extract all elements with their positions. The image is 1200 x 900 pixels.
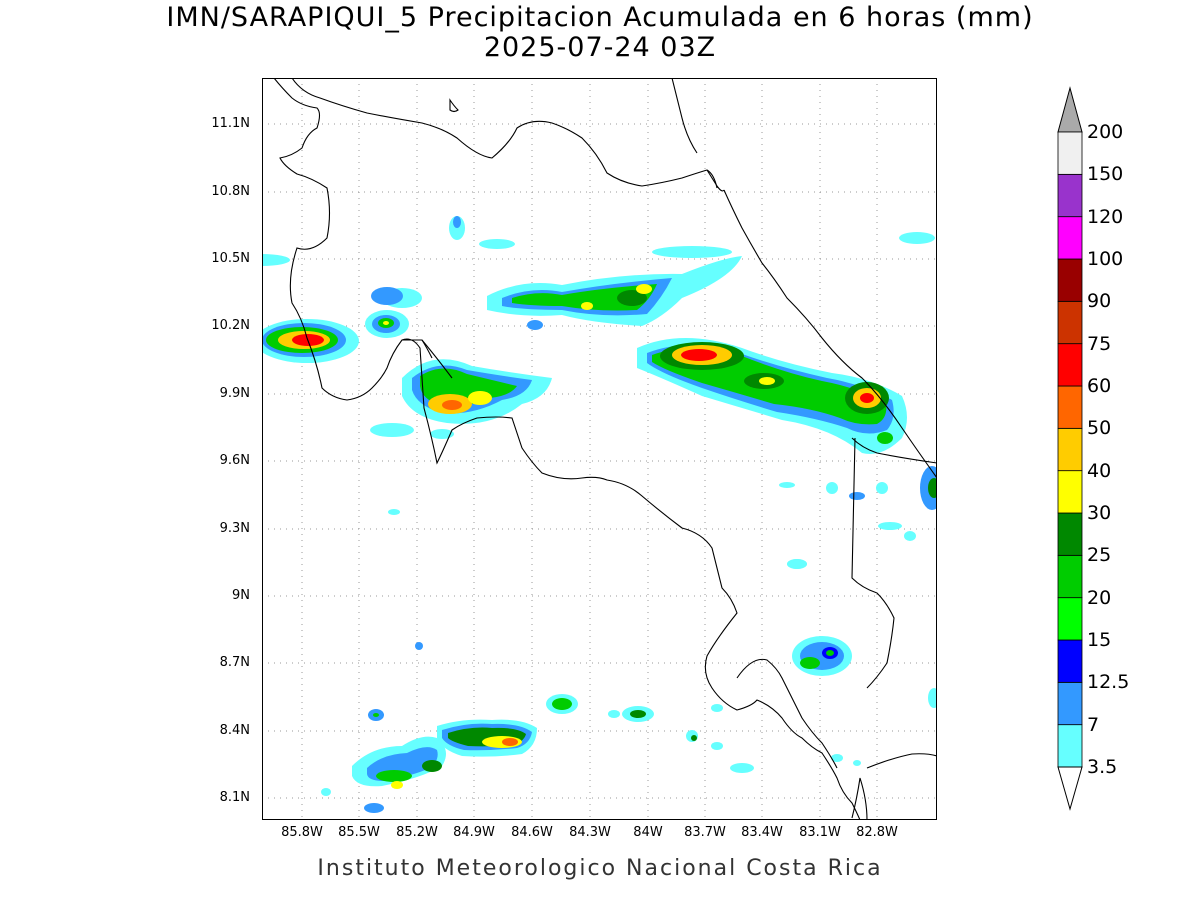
colorbar-swatch — [1057, 343, 1083, 387]
colorbar-swatch — [1057, 258, 1083, 302]
lon-label: 83.4W — [741, 825, 783, 840]
lon-label: 85.2W — [396, 825, 438, 840]
colorbar-swatch — [1057, 470, 1083, 514]
colorbar-swatch — [1057, 385, 1083, 429]
colorbar-label: 200 — [1087, 121, 1124, 143]
lon-label: 85.8W — [281, 825, 323, 840]
lon-label: 83.1W — [799, 825, 841, 840]
colorbar-swatch — [1057, 724, 1083, 768]
colorbar-swatch — [1057, 300, 1083, 345]
colorbar-label: 20 — [1087, 586, 1112, 609]
colorbar-label: 12.5 — [1087, 671, 1130, 694]
lon-label: 83.7W — [684, 825, 726, 840]
colorbar-top-arrow — [1057, 86, 1083, 133]
colorbar-swatch — [1057, 173, 1083, 218]
map-background — [262, 78, 937, 820]
colorbar-swatch — [1057, 681, 1083, 726]
colorbar-label: 90 — [1087, 290, 1112, 313]
lon-label: 85.5W — [338, 825, 380, 840]
lat-label: 8.4N — [219, 723, 250, 738]
lat-label: 11.1N — [211, 116, 250, 131]
map-subtitle-date: 2025-07-24 03Z — [483, 32, 717, 63]
lat-label: 9.6N — [219, 453, 250, 468]
colorbar-swatch — [1057, 131, 1083, 175]
lon-label: 82.8W — [856, 825, 898, 840]
lat-label: 8.1N — [219, 790, 250, 805]
lat-label: 10.5N — [211, 251, 250, 266]
colorbar-label: 30 — [1087, 502, 1112, 524]
colorbar — [1057, 86, 1083, 811]
lat-label: 9N — [232, 588, 250, 603]
lon-label: 84W — [633, 825, 663, 840]
map-title: IMN/SARAPIQUI_5 Precipitacion Acumulada … — [166, 2, 1034, 33]
colorbar-label: 3.5 — [1087, 756, 1118, 778]
colorbar-label: 40 — [1087, 459, 1112, 482]
map-border — [262, 78, 937, 820]
colorbar-label: 50 — [1087, 417, 1112, 440]
colorbar-label: 25 — [1087, 544, 1112, 567]
colorbar-label: 60 — [1087, 375, 1112, 397]
colorbar-swatch — [1057, 554, 1083, 599]
colorbar-swatch — [1057, 427, 1083, 472]
lat-label: 9.9N — [219, 386, 250, 401]
coastlines — [272, 78, 937, 820]
precipitation-map — [262, 78, 937, 820]
colorbar-label: 75 — [1087, 332, 1112, 355]
footer-credit: Instituto Meteorologico Nacional Costa R… — [317, 856, 883, 881]
precipitation-areas — [262, 216, 937, 813]
colorbar-label: 120 — [1087, 205, 1124, 228]
colorbar-label: 7 — [1087, 713, 1100, 736]
lat-label: 10.2N — [211, 318, 250, 333]
colorbar-label: 150 — [1087, 163, 1124, 186]
lon-label: 84.6W — [511, 825, 553, 840]
lon-label: 84.9W — [453, 825, 495, 840]
colorbar-swatch — [1057, 639, 1083, 683]
lon-label: 84.3W — [569, 825, 611, 840]
colorbar-label: 15 — [1087, 629, 1112, 651]
colorbar-swatch — [1057, 512, 1083, 556]
colorbar-swatch — [1057, 597, 1083, 641]
colorbar-label: 100 — [1087, 248, 1124, 270]
map-gridlines — [262, 78, 937, 820]
colorbar-swatch — [1057, 216, 1083, 260]
lat-label: 8.7N — [219, 655, 250, 670]
colorbar-bottom-arrow — [1057, 766, 1083, 811]
lat-label: 10.8N — [211, 184, 250, 199]
lat-label: 9.3N — [219, 521, 250, 536]
